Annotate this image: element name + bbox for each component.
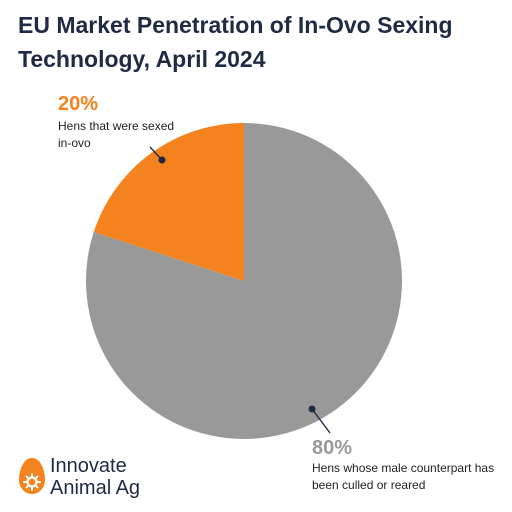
brand-logo-text: Innovate Animal Ag bbox=[50, 455, 141, 499]
leader-line-culled-dot bbox=[308, 405, 316, 413]
leader-line-sexed-dot bbox=[158, 156, 166, 164]
pie-slice-culled bbox=[86, 123, 403, 439]
chart-title: EU Market Penetration of In-Ovo Sexing T… bbox=[18, 12, 453, 72]
slice-percent-label-culled: 80% bbox=[312, 437, 353, 459]
brand-logo: Innovate Animal Ag bbox=[18, 455, 198, 499]
slice-label-sexed: Hens that were sexed in-ovo bbox=[58, 119, 175, 150]
slice-label-culled: Hens whose male counterpart has been cul… bbox=[312, 461, 495, 492]
slice-percent-label-sexed: 20% bbox=[58, 93, 99, 115]
leader-line-culled bbox=[311, 408, 331, 434]
egg-icon bbox=[19, 458, 45, 494]
pie-slice-sexed bbox=[93, 123, 245, 281]
